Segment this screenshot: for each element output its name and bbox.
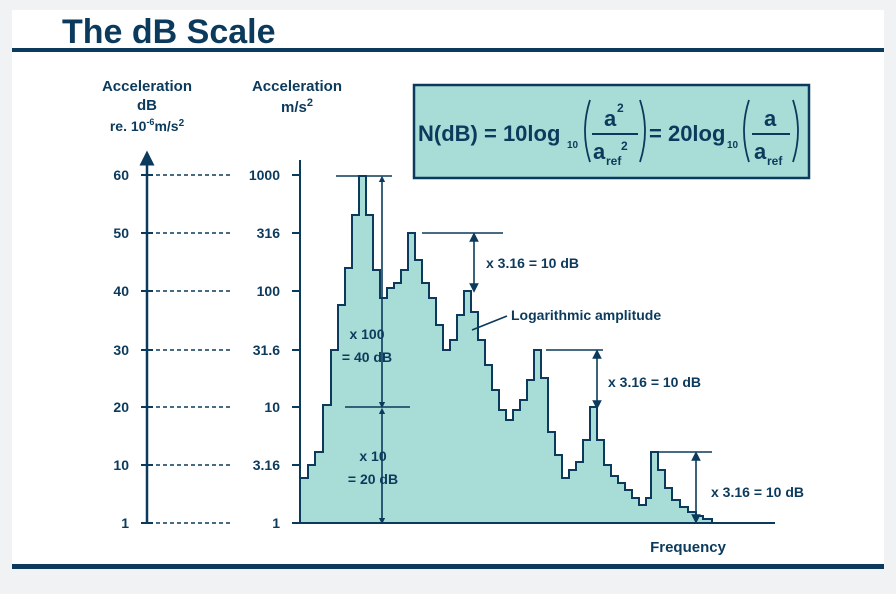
mid-axis-title: Acceleration (252, 78, 342, 95)
left-tick-label: 10 (113, 457, 129, 473)
mid-axis-unit: m/s2 (281, 97, 313, 116)
left-axis-header: Acceleration dB re. 10-6m/s2 (102, 78, 192, 134)
formula-right-paren-2 (792, 99, 799, 163)
ratio-label-top: x 3.16 = 10 dB (486, 255, 579, 271)
left-tick-label: 20 (113, 399, 129, 415)
x10-label-line1: x 10 (359, 448, 386, 464)
left-tick-label: 50 (113, 225, 129, 241)
left-tick-label: 60 (113, 167, 129, 183)
mid-tick-label: 31.6 (253, 342, 280, 358)
formula-left-paren-1 (584, 99, 591, 163)
formula-denominator-exp-1: 2 (621, 139, 628, 153)
curve-label: Logarithmic amplitude (511, 307, 661, 323)
formula-text: N(dB) = 10log 10 a 2 a ref 2 = 20log 10 … (418, 99, 799, 168)
formula-lhs: N(dB) = 10log (418, 121, 560, 146)
formula-equals-2: = 20log (649, 121, 725, 146)
x10-label-line2: = 20 dB (348, 471, 398, 487)
left-tick-label: 1 (121, 515, 129, 531)
formula-log-base-1: 10 (567, 140, 579, 151)
x100-label-line2: = 40 dB (342, 349, 392, 365)
formula-right-paren-1 (639, 99, 646, 163)
frequency-label: Frequency (650, 539, 727, 556)
formula-log-base-2: 10 (727, 140, 739, 151)
left-axis-title: Acceleration (102, 78, 192, 95)
page-title: The dB Scale (62, 13, 276, 51)
mid-tick-label: 100 (257, 283, 281, 299)
left-axis-unit: dB (137, 97, 157, 114)
ratio-label-right: x 3.16 = 10 dB (711, 484, 804, 500)
measurement-marks (336, 175, 712, 525)
x100-label-line1: x 100 (349, 326, 384, 342)
formula-denominator-1: a (593, 139, 606, 164)
mid-tick-label: 3.16 (253, 457, 280, 473)
bottom-rule (12, 564, 884, 569)
left-axis-reference: re. 10-6m/s2 (110, 117, 185, 134)
formula-box: N(dB) = 10log 10 a 2 a ref 2 = 20log 10 … (412, 83, 811, 180)
annotation-labels: x 100 = 40 dB x 10 = 20 dB x 3.16 = 10 d… (342, 255, 804, 500)
formula-numerator-1: a (604, 106, 617, 131)
curve-label-leader (471, 315, 508, 331)
formula-denominator-sub-1: ref (606, 154, 622, 168)
mid-axis-header: Acceleration m/s2 (252, 78, 342, 116)
formula-numerator-2: a (764, 106, 777, 131)
left-tick-label: 30 (113, 342, 129, 358)
spectrum-curve (299, 175, 713, 524)
title-rule (12, 48, 884, 52)
mid-tick-label: 316 (257, 225, 281, 241)
mid-tick-label: 1 (272, 515, 280, 531)
ratio-label-mid: x 3.16 = 10 dB (608, 374, 701, 390)
formula-denominator-sub-2: ref (767, 154, 783, 168)
tick-rows: 60 1000 50 316 40 100 30 31.6 20 10 10 3.16 1 1 (113, 167, 300, 531)
left-tick-label: 40 (113, 283, 129, 299)
formula-left-paren-2 (743, 99, 750, 163)
mid-tick-label: 10 (264, 399, 280, 415)
mid-tick-label: 1000 (249, 167, 280, 183)
formula-numerator-exp-1: 2 (617, 101, 624, 115)
formula-denominator-2: a (754, 139, 767, 164)
